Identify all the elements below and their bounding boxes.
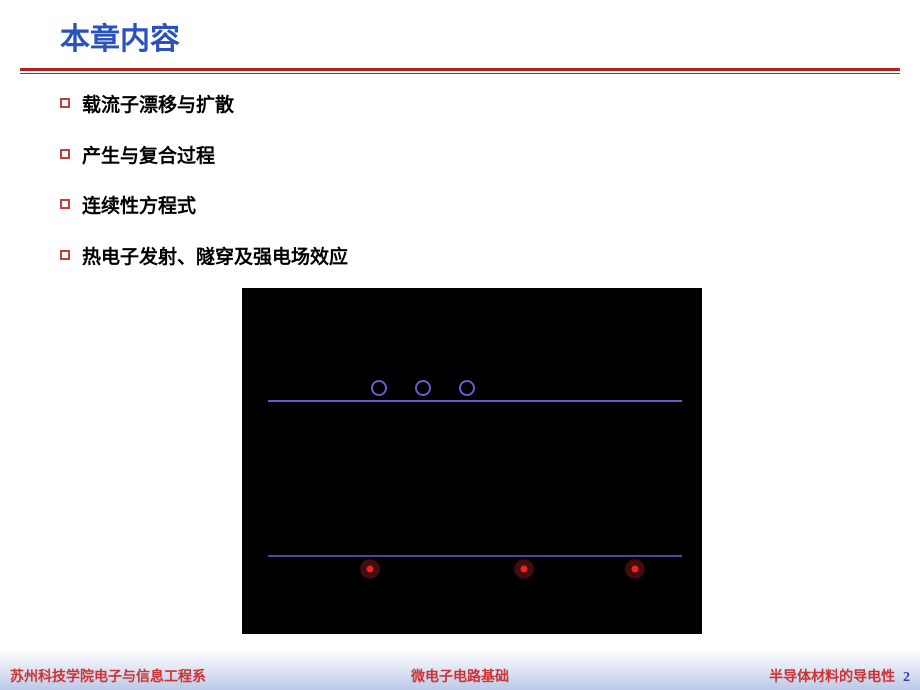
bullet-item: 产生与复合过程	[60, 143, 920, 172]
slide-footer: 苏州科技学院电子与信息工程系 微电子电路基础 半导体材料的导电性 2	[0, 650, 920, 690]
hole-icon	[632, 566, 639, 573]
bullet-text: 产生与复合过程	[82, 143, 215, 172]
bullet-text: 载流子漂移与扩散	[82, 92, 234, 121]
bullet-marker-icon	[60, 250, 70, 260]
footer-center-text: 微电子电路基础	[411, 666, 509, 686]
bullet-item: 热电子发射、隧穿及强电场效应	[60, 244, 920, 273]
content-area: 载流子漂移与扩散 产生与复合过程 连续性方程式 热电子发射、隧穿及强电场效应	[0, 74, 920, 272]
bullet-text: 连续性方程式	[82, 193, 196, 222]
slide-title: 本章内容	[60, 14, 920, 58]
diagram-background	[242, 288, 702, 634]
page-number: 2	[903, 670, 910, 685]
footer-left-text: 苏州科技学院电子与信息工程系	[10, 666, 206, 686]
bullet-list: 载流子漂移与扩散 产生与复合过程 连续性方程式 热电子发射、隧穿及强电场效应	[60, 92, 920, 272]
band-diagram	[242, 288, 702, 634]
diagram-svg	[242, 288, 702, 634]
bullet-item: 载流子漂移与扩散	[60, 92, 920, 121]
footer-right-label: 半导体材料的导电性	[769, 668, 895, 684]
bullet-text: 热电子发射、隧穿及强电场效应	[82, 244, 348, 273]
hole-icon	[521, 566, 528, 573]
slide-header: 本章内容	[0, 0, 920, 58]
bullet-marker-icon	[60, 149, 70, 159]
bullet-item: 连续性方程式	[60, 193, 920, 222]
bullet-marker-icon	[60, 98, 70, 108]
hole-icon	[367, 566, 374, 573]
bullet-marker-icon	[60, 199, 70, 209]
footer-right-text: 半导体材料的导电性 2	[769, 666, 910, 686]
